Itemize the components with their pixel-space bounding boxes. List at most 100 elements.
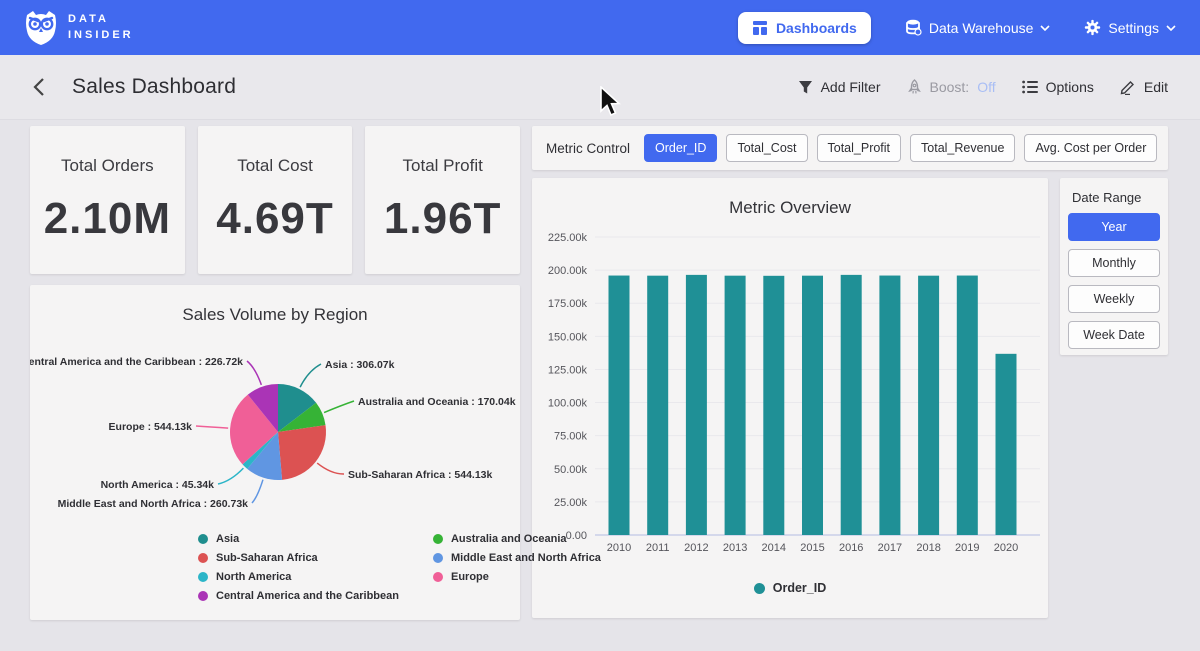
legend-label: Europe (451, 571, 489, 583)
pie-legend-item-sub-saharan-africa[interactable]: Sub-Saharan Africa (198, 552, 399, 564)
pie-slice-label: Middle East and North Africa : 260.73k (58, 498, 249, 510)
pie-slice-label: Asia : 306.07k (325, 359, 395, 371)
pie-chart-legend: Asia Sub-Saharan Africa North America Centr… (198, 533, 601, 602)
back-chevron-icon (32, 77, 45, 97)
legend-label: Order_ID (773, 581, 827, 595)
bar-chart-title: Metric Overview (532, 178, 1048, 218)
legend-dot (198, 534, 208, 544)
kpi-value: 4.69T (216, 194, 334, 244)
brand-name: DATA INSIDER (68, 12, 134, 44)
kpi-label: Total Cost (237, 156, 313, 176)
bar-2013 (725, 276, 746, 535)
x-tick-label: 2019 (955, 542, 979, 554)
settings-menu[interactable]: Settings (1084, 19, 1176, 36)
pie-legend-item-asia[interactable]: Asia (198, 533, 399, 545)
y-tick-label: 50.00k (554, 464, 588, 476)
legend-dot (433, 553, 443, 563)
dashboards-button[interactable]: Dashboards (738, 12, 871, 44)
pie-leader-line (317, 463, 344, 474)
metric-option-avg--cost-per-order[interactable]: Avg. Cost per Order (1024, 134, 1157, 162)
pie-leader-line (324, 401, 354, 413)
x-tick-label: 2012 (684, 542, 708, 554)
gear-icon (1084, 19, 1101, 36)
pie-slice-label: Europe : 544.13k (109, 421, 193, 433)
add-filter-button[interactable]: Add Filter (798, 79, 881, 95)
x-tick-label: 2018 (916, 542, 940, 554)
x-tick-label: 2016 (839, 542, 863, 554)
legend-dot (754, 583, 765, 594)
pie-chart-title: Sales Volume by Region (30, 285, 520, 325)
kpi-cards-row: Total Orders 2.10M Total Cost 4.69T Total Pr… (30, 126, 520, 274)
bar-chart[interactable]: 0.0025.00k50.00k75.00k100.00k125.00k150.… (532, 218, 1048, 570)
legend-label: Middle East and North Africa (451, 552, 601, 564)
owl-logo-icon (24, 9, 58, 47)
legend-label: Central America and the Caribbean (216, 590, 399, 602)
legend-label: Australia and Oceania (451, 533, 567, 545)
date-range-option-monthly[interactable]: Monthly (1068, 249, 1160, 277)
y-tick-label: 75.00k (554, 431, 588, 443)
date-range-label: Date Range (1072, 190, 1160, 205)
y-tick-label: 125.00k (548, 364, 588, 376)
legend-label: Asia (216, 533, 239, 545)
legend-label: North America (216, 571, 291, 583)
kpi-label: Total Orders (61, 156, 154, 176)
metric-option-order-id[interactable]: Order_ID (644, 134, 717, 162)
pie-leader-line (300, 364, 321, 387)
bar-2018 (918, 276, 939, 535)
bar-2020 (996, 354, 1017, 535)
date-range-option-weekly[interactable]: Weekly (1068, 285, 1160, 313)
x-tick-label: 2011 (646, 542, 670, 554)
metric-option-total-profit[interactable]: Total_Profit (817, 134, 902, 162)
pie-leader-line (218, 468, 243, 484)
legend-dot (433, 572, 443, 582)
kpi-card-total-orders: Total Orders 2.10M (30, 126, 185, 274)
data-warehouse-menu[interactable]: Data Warehouse (905, 19, 1051, 36)
pie-legend-item-europe[interactable]: Europe (433, 571, 601, 583)
date-range-option-year[interactable]: Year (1068, 213, 1160, 241)
bar-2019 (957, 276, 978, 535)
boost-toggle[interactable]: Boost: Off (907, 79, 996, 95)
options-button[interactable]: Options (1022, 79, 1094, 95)
legend-dot (198, 591, 208, 601)
back-button[interactable] (32, 76, 54, 98)
rocket-icon (907, 79, 922, 95)
pie-slice-label: Central America and the Caribbean : 226.… (30, 356, 243, 368)
y-tick-label: 175.00k (548, 298, 588, 310)
date-range-option-week-date[interactable]: Week Date (1068, 321, 1160, 349)
pencil-edit-icon (1120, 79, 1136, 95)
x-tick-label: 2020 (994, 542, 1018, 554)
pie-slice-label: North America : 45.34k (101, 479, 215, 491)
kpi-card-total-profit: Total Profit1.96T (365, 126, 520, 274)
y-tick-label: 150.00k (548, 331, 588, 343)
page-title: Sales Dashboard (72, 75, 236, 99)
pie-legend-column: Asia Sub-Saharan Africa North America Centr… (198, 533, 399, 602)
pie-legend-item-australia-and-oceania[interactable]: Australia and Oceania (433, 533, 601, 545)
edit-button[interactable]: Edit (1120, 79, 1168, 95)
page-header: Sales Dashboard Add Filter Boost: Off Op… (0, 55, 1200, 120)
bar-2014 (763, 276, 784, 535)
metric-control-buttons: Order_ID Total_Cost Total_Profit Total_Reve… (644, 134, 1157, 162)
bar-chart-legend: Order_ID (532, 581, 1048, 595)
pie-legend-item-north-america[interactable]: North America (198, 571, 399, 583)
pie-chart[interactable]: Asia : 306.07kAustralia and Oceania : 17… (30, 325, 520, 537)
dashboards-label: Dashboards (776, 20, 857, 36)
x-tick-label: 2014 (762, 542, 786, 554)
x-tick-label: 2013 (723, 542, 747, 554)
kpi-card-total-cost: Total Cost 4.69T (198, 126, 353, 274)
date-range-panel: Date Range Year Monthly Weekly Week Date (1060, 178, 1168, 355)
kpi-value: 2.10M (44, 194, 171, 244)
y-tick-label: 25.00k (554, 497, 588, 509)
pie-legend-column: Australia and Oceania Middle East and Nor… (433, 533, 601, 602)
x-tick-label: 2017 (878, 542, 902, 554)
pie-slice-label: Sub-Saharan Africa : 544.13k (348, 469, 492, 481)
pie-legend-item-middle-east-and-north-africa[interactable]: Middle East and North Africa (433, 552, 601, 564)
pie-leader-line (196, 426, 228, 428)
bar-2015 (802, 276, 823, 535)
legend-dot (198, 553, 208, 563)
metric-option-total-revenue[interactable]: Total_Revenue (910, 134, 1015, 162)
boost-value: Off (977, 79, 995, 95)
pie-leader-line (252, 480, 263, 503)
brand-logo: DATA INSIDER (24, 9, 134, 47)
pie-legend-item-central-america-and-the-caribbean[interactable]: Central America and the Caribbean (198, 590, 399, 602)
metric-option-total-cost[interactable]: Total_Cost (726, 134, 807, 162)
